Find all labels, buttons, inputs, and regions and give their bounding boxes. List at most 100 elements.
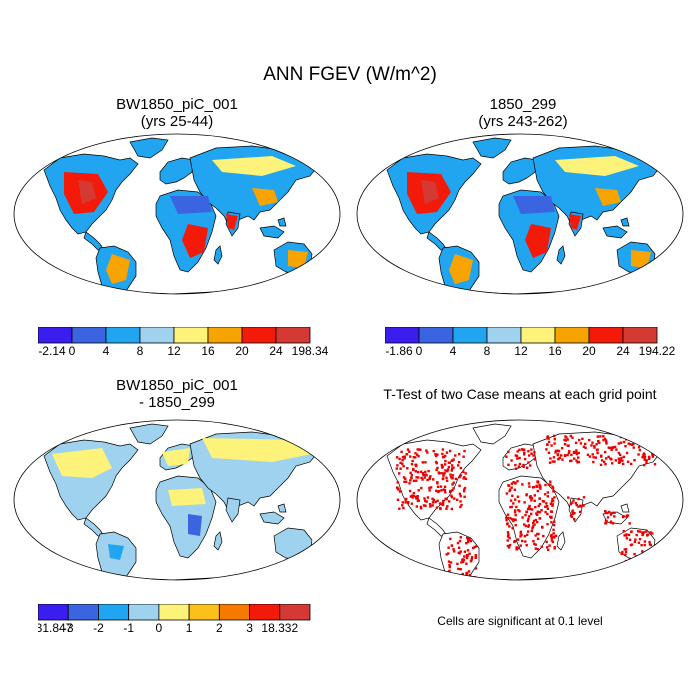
colorbar-swatch [71, 327, 107, 344]
significance-cell [441, 501, 445, 505]
significance-cell [575, 449, 578, 452]
significance-cell [404, 501, 407, 504]
significance-cell [554, 451, 557, 454]
significance-cell [449, 476, 453, 479]
significance-cell [469, 578, 472, 580]
significance-cell [452, 548, 455, 551]
significance-cell [446, 468, 450, 471]
significance-cell [578, 438, 581, 442]
colorbar-label: 12 [167, 344, 181, 357]
significance-cell [464, 472, 467, 475]
significance-cell [628, 538, 632, 541]
significance-cell [525, 544, 528, 547]
significance-cell [408, 450, 411, 453]
significance-cell [424, 470, 427, 474]
significance-cell [516, 457, 519, 460]
significance-cell [411, 459, 414, 463]
significance-cell [638, 537, 642, 541]
significance-cell [643, 437, 646, 440]
colorbar-label: 3 [246, 621, 253, 634]
panel-3-subtitle: - 1850_299 [139, 394, 215, 411]
significance-cell [527, 517, 530, 521]
significance-cell [537, 481, 540, 484]
significance-cell [536, 510, 539, 513]
significance-cell [417, 489, 420, 492]
significance-cell [457, 567, 460, 571]
significance-cell [459, 474, 463, 477]
significance-cell [473, 545, 476, 549]
significance-cell [448, 461, 451, 464]
significance-cell [577, 497, 580, 501]
colorbar-swatch [588, 327, 624, 344]
significance-cell [434, 460, 438, 464]
significance-cell [409, 455, 412, 458]
significance-cell [432, 478, 435, 481]
significance-cell [553, 535, 556, 538]
significance-cell [641, 531, 644, 534]
significance-cell [505, 455, 508, 458]
significance-cell [528, 485, 531, 488]
significance-cell [414, 470, 417, 473]
significance-cell [468, 577, 472, 580]
significance-cell [648, 543, 652, 546]
significance-cell [643, 456, 647, 459]
significance-cell [607, 455, 610, 459]
significance-cell [642, 531, 646, 534]
significance-cell [527, 524, 531, 527]
significance-cell [512, 519, 515, 523]
colorbar-label: -1.86 [385, 344, 413, 357]
significance-cell [595, 443, 598, 446]
colorbar-swatch [38, 604, 69, 621]
significance-cell [549, 510, 553, 513]
significance-cell [532, 454, 535, 457]
significance-cell [441, 448, 445, 451]
significance-cell [628, 522, 631, 525]
colorbar-label: 8 [137, 344, 144, 357]
significance-cell [544, 510, 547, 514]
significance-cell [643, 540, 647, 543]
significance-cell [542, 500, 546, 503]
colorbar-label: 20 [582, 344, 596, 357]
significance-cell [534, 547, 537, 550]
panel-4-title: T-Test of two Case means at each grid po… [383, 386, 657, 402]
significance-cell [540, 509, 543, 512]
significance-cell [598, 441, 601, 445]
significance-cell [621, 550, 624, 554]
significance-cell [475, 545, 478, 548]
significance-cell [470, 556, 474, 559]
significance-cell [459, 500, 462, 503]
significance-cell [474, 567, 478, 570]
colorbar-swatch [207, 327, 243, 344]
significance-cell [552, 528, 555, 531]
significance-cell [435, 462, 438, 465]
significance-cell [518, 510, 521, 513]
significance-cell [439, 485, 443, 488]
significance-cell [570, 459, 573, 462]
significance-cell [423, 497, 426, 500]
significance-cell [582, 496, 586, 499]
significance-cell [524, 524, 528, 528]
significance-cell [637, 541, 641, 544]
colorbar-swatch [622, 327, 658, 344]
colorbar-3: -31.847-3 -2 -1 0 1 2 3 18.332 [38, 604, 311, 634]
significance-cell [474, 554, 477, 557]
significance-cell [522, 463, 525, 467]
significance-cell [608, 510, 611, 514]
significance-cell [461, 560, 465, 563]
significance-cell [425, 500, 428, 503]
significance-cell [537, 504, 540, 508]
significance-cell [444, 454, 447, 458]
significance-cell [573, 457, 576, 460]
significance-cell [527, 482, 531, 485]
significance-cell [574, 441, 578, 445]
significance-cell [609, 520, 613, 523]
significance-cell [527, 461, 530, 464]
significance-cell [402, 465, 405, 468]
significance-cell [462, 470, 465, 474]
significance-cell [409, 479, 412, 482]
colorbar-label: 1 [186, 621, 193, 634]
significance-cell [637, 439, 640, 442]
significance-cell [538, 517, 542, 520]
significance-cell [507, 535, 510, 538]
significance-cell [639, 530, 642, 533]
